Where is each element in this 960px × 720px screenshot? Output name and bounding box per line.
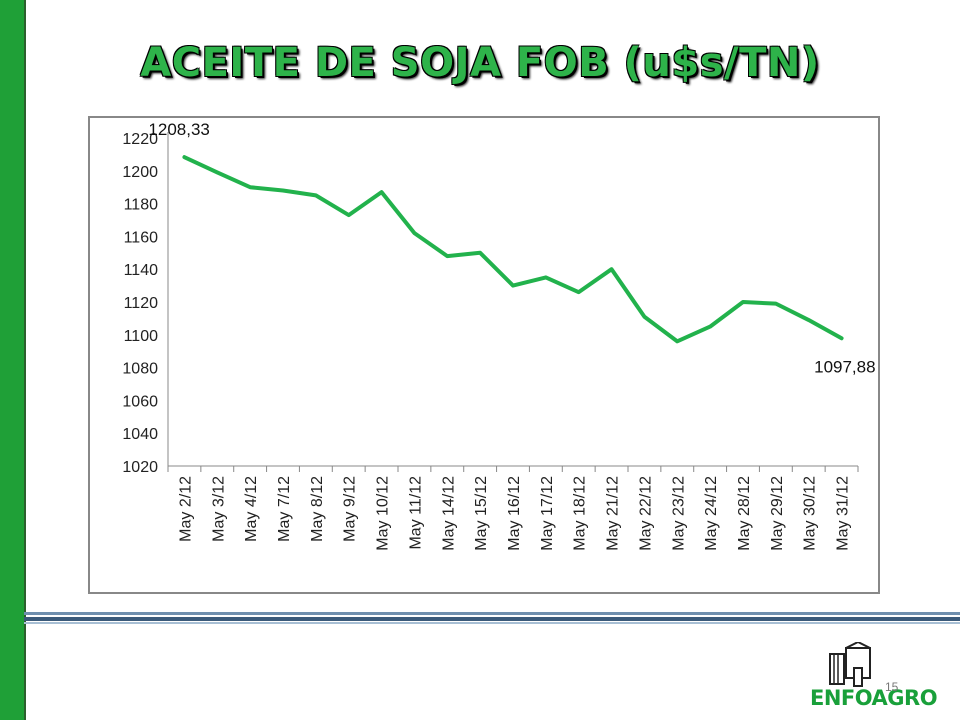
- x-tick-label: May 21/12: [605, 476, 622, 551]
- footer-divider-thick: [24, 617, 960, 621]
- x-tick-label: May 24/12: [703, 476, 720, 551]
- enfoagro-logo: ENFOAGRO: [810, 642, 938, 712]
- slide-title: ACEITE DE SOJA FOB (u$s/TN): [140, 40, 820, 86]
- y-tick-label: 1040: [122, 426, 158, 443]
- page-number: 15: [885, 680, 899, 694]
- y-tick-label: 1120: [124, 295, 159, 312]
- chart-frame: 1020 1040 1060 1080 1100 1120 1140 1160 1180 1200…: [88, 116, 880, 594]
- x-tick-label: May 10/12: [375, 476, 392, 551]
- x-tick-label: May 29/12: [769, 476, 786, 551]
- data-label: 1097,88: [814, 357, 875, 376]
- left-accent-bar: [0, 0, 26, 720]
- x-tick-label: May 22/12: [637, 476, 654, 551]
- y-tick-label: 1140: [124, 262, 159, 279]
- x-tick-label: May 2/12: [177, 476, 194, 542]
- y-tick-label: 1100: [124, 328, 159, 345]
- x-tick-label: May 8/12: [309, 476, 326, 542]
- x-tick-label: May 14/12: [440, 476, 457, 551]
- data-label: 1208,33: [148, 120, 209, 139]
- y-tick-label: 1180: [124, 197, 159, 214]
- x-tick-label: May 11/12: [407, 476, 424, 550]
- x-tick-label: May 23/12: [670, 476, 687, 551]
- y-tick-label: 1200: [122, 164, 158, 181]
- x-tick-label: May 16/12: [506, 476, 523, 551]
- silo-icon: [829, 642, 871, 687]
- series-line: [182, 155, 844, 344]
- y-tick-label: 1020: [122, 459, 158, 476]
- x-tick-label: May 17/12: [539, 476, 556, 551]
- x-tick-label: May 15/12: [473, 476, 490, 551]
- y-tick-label: 1220: [122, 131, 158, 148]
- y-tick-label: 1080: [122, 361, 158, 378]
- y-tick-label: 1060: [122, 393, 158, 410]
- x-tick-label: May 7/12: [276, 476, 293, 542]
- x-tick-label: May 18/12: [572, 476, 589, 551]
- line-chart: 1020 1040 1060 1080 1100 1120 1140 1160 1180 1200…: [122, 120, 875, 551]
- x-tick-label: May 9/12: [342, 476, 359, 542]
- x-tick-label: May 30/12: [802, 476, 819, 551]
- x-tick-label: May 28/12: [736, 476, 753, 551]
- y-tick-label: 1160: [124, 229, 159, 246]
- logo-text: ENFOAGRO: [810, 686, 938, 710]
- footer-divider-light: [24, 622, 960, 624]
- x-tick-label: May 4/12: [243, 476, 260, 542]
- x-tick-label: May 3/12: [210, 476, 227, 542]
- x-tick-label: May 31/12: [835, 476, 852, 551]
- footer-divider: [24, 612, 960, 615]
